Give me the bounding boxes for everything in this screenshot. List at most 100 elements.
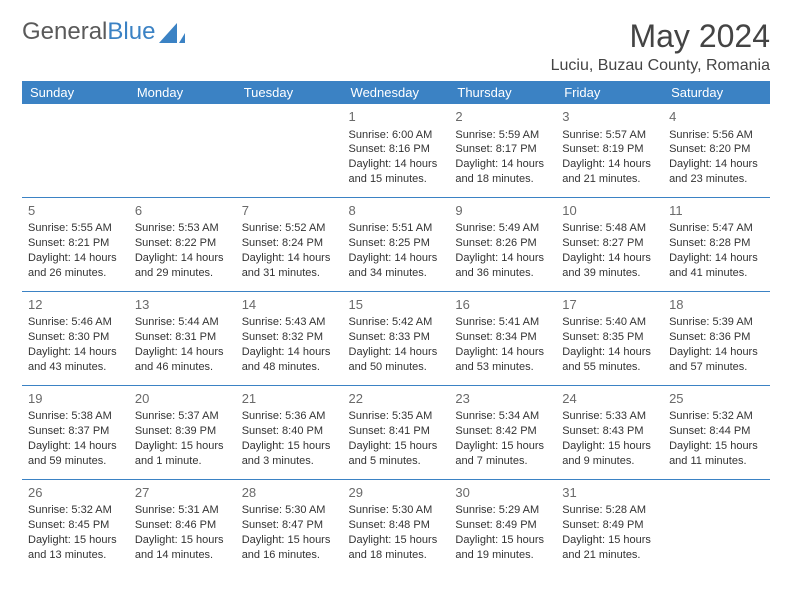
day-detail-line: Sunrise: 5:33 AM	[562, 409, 657, 424]
day-number: 22	[349, 390, 444, 408]
day-detail-line: Sunset: 8:44 PM	[669, 424, 764, 439]
day-number: 21	[242, 390, 337, 408]
day-detail-line: Sunset: 8:48 PM	[349, 518, 444, 533]
day-detail-line: Sunrise: 5:38 AM	[28, 409, 123, 424]
calendar-cell: 8Sunrise: 5:51 AMSunset: 8:25 PMDaylight…	[343, 197, 450, 291]
day-detail-line: Sunrise: 5:32 AM	[28, 503, 123, 518]
day-number: 28	[242, 484, 337, 502]
calendar-cell: 10Sunrise: 5:48 AMSunset: 8:27 PMDayligh…	[556, 197, 663, 291]
calendar-cell: 3Sunrise: 5:57 AMSunset: 8:19 PMDaylight…	[556, 104, 663, 197]
weekday-header: Sunday	[22, 81, 129, 104]
day-detail-line: Sunset: 8:24 PM	[242, 236, 337, 251]
day-number: 27	[135, 484, 230, 502]
weekday-header: Saturday	[663, 81, 770, 104]
calendar-cell: 7Sunrise: 5:52 AMSunset: 8:24 PMDaylight…	[236, 197, 343, 291]
calendar-cell	[22, 104, 129, 197]
day-detail-line: Daylight: 14 hours and 21 minutes.	[562, 157, 657, 187]
day-detail-line: Daylight: 15 hours and 5 minutes.	[349, 439, 444, 469]
calendar-cell	[663, 479, 770, 572]
logo-text-2: Blue	[107, 18, 155, 46]
day-detail-line: Daylight: 14 hours and 55 minutes.	[562, 345, 657, 375]
day-detail-line: Sunset: 8:39 PM	[135, 424, 230, 439]
day-detail-line: Daylight: 15 hours and 1 minute.	[135, 439, 230, 469]
day-detail-line: Sunrise: 5:53 AM	[135, 221, 230, 236]
day-detail-line: Daylight: 14 hours and 26 minutes.	[28, 251, 123, 281]
calendar-cell: 5Sunrise: 5:55 AMSunset: 8:21 PMDaylight…	[22, 197, 129, 291]
day-detail-line: Daylight: 14 hours and 15 minutes.	[349, 157, 444, 187]
day-detail-line: Sunset: 8:49 PM	[455, 518, 550, 533]
day-detail-line: Sunrise: 5:46 AM	[28, 315, 123, 330]
day-detail-line: Sunset: 8:37 PM	[28, 424, 123, 439]
calendar-cell: 2Sunrise: 5:59 AMSunset: 8:17 PMDaylight…	[449, 104, 556, 197]
day-detail-line: Daylight: 14 hours and 43 minutes.	[28, 345, 123, 375]
day-detail-line: Sunrise: 5:51 AM	[349, 221, 444, 236]
calendar-cell: 21Sunrise: 5:36 AMSunset: 8:40 PMDayligh…	[236, 385, 343, 479]
weekday-header: Friday	[556, 81, 663, 104]
day-detail-line: Daylight: 14 hours and 59 minutes.	[28, 439, 123, 469]
day-number: 1	[349, 108, 444, 126]
day-detail-line: Daylight: 14 hours and 41 minutes.	[669, 251, 764, 281]
calendar-cell: 28Sunrise: 5:30 AMSunset: 8:47 PMDayligh…	[236, 479, 343, 572]
calendar-cell: 13Sunrise: 5:44 AMSunset: 8:31 PMDayligh…	[129, 291, 236, 385]
day-detail-line: Sunset: 8:42 PM	[455, 424, 550, 439]
day-number: 19	[28, 390, 123, 408]
day-detail-line: Sunrise: 5:43 AM	[242, 315, 337, 330]
day-detail-line: Sunset: 8:40 PM	[242, 424, 337, 439]
page-title: May 2024	[551, 18, 770, 55]
location: Luciu, Buzau County, Romania	[551, 57, 770, 75]
day-number: 10	[562, 202, 657, 220]
day-detail-line: Daylight: 14 hours and 57 minutes.	[669, 345, 764, 375]
calendar-cell: 20Sunrise: 5:37 AMSunset: 8:39 PMDayligh…	[129, 385, 236, 479]
day-detail-line: Sunset: 8:26 PM	[455, 236, 550, 251]
day-detail-line: Sunset: 8:46 PM	[135, 518, 230, 533]
day-detail-line: Sunset: 8:41 PM	[349, 424, 444, 439]
day-detail-line: Sunset: 8:47 PM	[242, 518, 337, 533]
day-number: 30	[455, 484, 550, 502]
day-detail-line: Sunrise: 6:00 AM	[349, 128, 444, 143]
day-detail-line: Daylight: 15 hours and 9 minutes.	[562, 439, 657, 469]
day-detail-line: Sunset: 8:49 PM	[562, 518, 657, 533]
day-detail-line: Sunset: 8:22 PM	[135, 236, 230, 251]
calendar-cell	[236, 104, 343, 197]
day-detail-line: Sunset: 8:43 PM	[562, 424, 657, 439]
day-detail-line: Sunrise: 5:47 AM	[669, 221, 764, 236]
calendar-cell: 14Sunrise: 5:43 AMSunset: 8:32 PMDayligh…	[236, 291, 343, 385]
calendar-cell: 30Sunrise: 5:29 AMSunset: 8:49 PMDayligh…	[449, 479, 556, 572]
day-number: 25	[669, 390, 764, 408]
calendar-row: 5Sunrise: 5:55 AMSunset: 8:21 PMDaylight…	[22, 197, 770, 291]
calendar-row: 26Sunrise: 5:32 AMSunset: 8:45 PMDayligh…	[22, 479, 770, 572]
day-detail-line: Sunrise: 5:57 AM	[562, 128, 657, 143]
day-detail-line: Sunrise: 5:40 AM	[562, 315, 657, 330]
day-detail-line: Daylight: 15 hours and 19 minutes.	[455, 533, 550, 563]
day-detail-line: Sunrise: 5:36 AM	[242, 409, 337, 424]
day-detail-line: Sunrise: 5:37 AM	[135, 409, 230, 424]
logo-sail-icon	[159, 23, 185, 43]
day-detail-line: Sunset: 8:34 PM	[455, 330, 550, 345]
calendar-cell: 18Sunrise: 5:39 AMSunset: 8:36 PMDayligh…	[663, 291, 770, 385]
calendar-cell: 6Sunrise: 5:53 AMSunset: 8:22 PMDaylight…	[129, 197, 236, 291]
day-detail-line: Sunset: 8:21 PM	[28, 236, 123, 251]
calendar-cell: 25Sunrise: 5:32 AMSunset: 8:44 PMDayligh…	[663, 385, 770, 479]
weekday-header-row: Sunday Monday Tuesday Wednesday Thursday…	[22, 81, 770, 104]
day-detail-line: Daylight: 14 hours and 29 minutes.	[135, 251, 230, 281]
day-number: 29	[349, 484, 444, 502]
day-detail-line: Sunrise: 5:56 AM	[669, 128, 764, 143]
calendar-cell: 26Sunrise: 5:32 AMSunset: 8:45 PMDayligh…	[22, 479, 129, 572]
calendar-row: 12Sunrise: 5:46 AMSunset: 8:30 PMDayligh…	[22, 291, 770, 385]
day-number: 6	[135, 202, 230, 220]
weekday-header: Wednesday	[343, 81, 450, 104]
day-detail-line: Sunrise: 5:29 AM	[455, 503, 550, 518]
day-number: 3	[562, 108, 657, 126]
day-detail-line: Sunrise: 5:34 AM	[455, 409, 550, 424]
day-number: 8	[349, 202, 444, 220]
calendar-cell: 15Sunrise: 5:42 AMSunset: 8:33 PMDayligh…	[343, 291, 450, 385]
day-detail-line: Daylight: 14 hours and 39 minutes.	[562, 251, 657, 281]
calendar-cell: 1 Sunrise: 6:00 AMSunset: 8:16 PMDaylight…	[343, 104, 450, 197]
calendar-row: 19Sunrise: 5:38 AMSunset: 8:37 PMDayligh…	[22, 385, 770, 479]
logo: GeneralBlue	[22, 18, 185, 46]
day-detail-line: Sunset: 8:16 PM	[349, 142, 444, 157]
day-number: 26	[28, 484, 123, 502]
day-detail-line: Daylight: 15 hours and 3 minutes.	[242, 439, 337, 469]
day-detail-line: Daylight: 14 hours and 50 minutes.	[349, 345, 444, 375]
day-detail-line: Sunset: 8:33 PM	[349, 330, 444, 345]
